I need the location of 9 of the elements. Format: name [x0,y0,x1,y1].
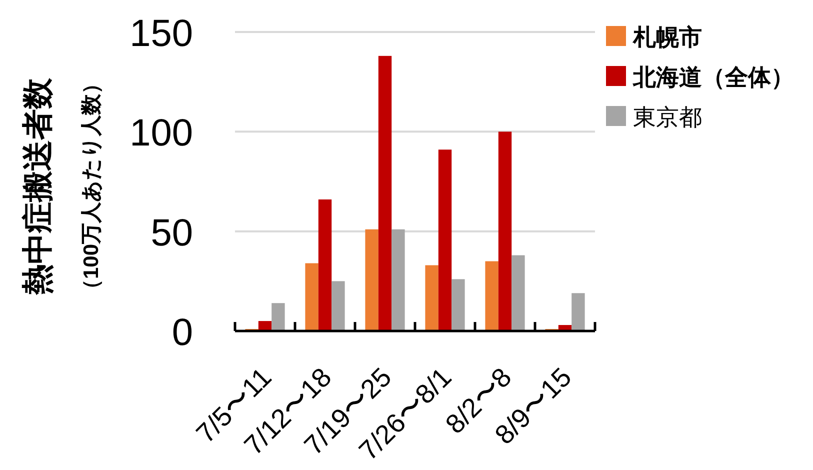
legend-label: 東京都 [633,104,702,130]
text: （100万人あたり人数） [80,72,103,300]
legend-label: 北海道（全体） [632,64,794,90]
legend-label: 札幌市 [632,24,702,50]
y-tick-label: 100 [130,112,193,155]
y-tick-label: 150 [130,13,193,55]
y-axis-title: 熱中症搬送者数 [20,77,55,296]
y-tick-label: 0 [172,312,193,354]
y-tick-label: 50 [150,212,193,254]
